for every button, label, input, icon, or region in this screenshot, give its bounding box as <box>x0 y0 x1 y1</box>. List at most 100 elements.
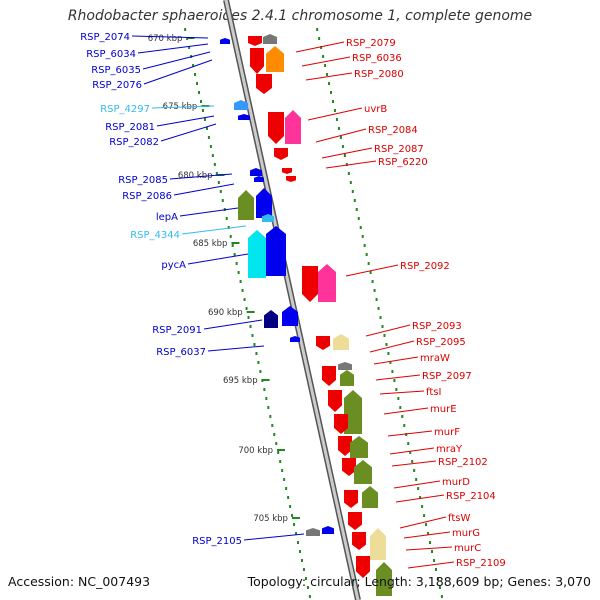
gene-block <box>282 168 292 174</box>
gene-block <box>328 390 342 412</box>
left-gene-label: RSP_6035 <box>91 65 141 76</box>
left-track-dot <box>233 253 236 256</box>
left-track-dot <box>277 451 280 454</box>
left-track-dot <box>271 424 274 427</box>
right-gene-label: murD <box>442 477 470 488</box>
gene-block <box>262 214 274 222</box>
tick-label: 695 kbp <box>223 376 258 386</box>
right-track-dot <box>409 451 412 454</box>
leader-line <box>315 128 367 143</box>
gene-block <box>338 362 352 370</box>
gene-block <box>248 36 262 46</box>
right-track-dot <box>377 307 380 310</box>
gene-block <box>344 490 358 508</box>
right-gene-label: RSP_2102 <box>438 457 488 468</box>
leader-line <box>295 41 345 53</box>
gene-block <box>248 230 266 278</box>
left-track-dot <box>275 442 278 445</box>
right-track-dot <box>417 487 420 490</box>
gene-block <box>234 100 248 110</box>
leader-line <box>181 225 247 235</box>
left-track-dot <box>209 145 212 148</box>
gene-block <box>256 188 272 218</box>
right-track-dot <box>391 370 394 373</box>
left-track-dot <box>293 523 296 526</box>
leader-line <box>369 340 415 353</box>
right-gene-label: RSP_2109 <box>456 558 506 569</box>
leader-line <box>160 123 217 142</box>
right-track-dot <box>328 82 331 85</box>
right-gene-label: RSP_2097 <box>422 371 472 382</box>
left-gene-label: RSP_2076 <box>92 80 142 91</box>
right-track-dot <box>389 361 392 364</box>
left-track-dot <box>300 559 303 562</box>
gene-block <box>318 264 336 302</box>
right-track-dot <box>387 352 390 355</box>
right-track-dot <box>371 280 374 283</box>
left-gene-label: lepA <box>156 212 178 223</box>
right-track-dot <box>353 199 356 202</box>
left-track-dot <box>239 280 242 283</box>
right-gene-label: murE <box>430 404 457 415</box>
leader-line <box>169 173 233 180</box>
left-track-dot <box>289 505 292 508</box>
left-track-dot <box>306 586 309 589</box>
left-track-dot <box>205 127 208 130</box>
right-track-dot <box>326 73 329 76</box>
left-track-dot <box>231 244 234 247</box>
left-track-dot <box>247 316 250 319</box>
left-gene-label: RSP_2085 <box>118 175 168 186</box>
left-track-dot <box>203 118 206 121</box>
right-track-dot <box>332 100 334 103</box>
left-track-dot <box>302 568 305 571</box>
right-track-dot <box>379 316 382 319</box>
right-gene-label: RSP_2092 <box>400 261 450 272</box>
left-gene-label: pycA <box>161 260 186 271</box>
right-track-dot <box>419 496 422 499</box>
left-track-dot <box>217 181 220 184</box>
left-track-dot <box>287 496 290 499</box>
right-gene-label: RSP_2095 <box>416 337 466 348</box>
right-gene-label: RSP_2104 <box>446 491 496 502</box>
right-track-dot <box>322 55 325 58</box>
leader-line <box>156 115 215 127</box>
left-track-dot <box>229 235 232 238</box>
left-gene-label: RSP_2082 <box>109 137 159 148</box>
left-track-dot <box>253 343 256 346</box>
gene-block <box>348 512 362 530</box>
gene-block <box>350 436 368 458</box>
right-track-dot <box>381 325 384 328</box>
leader-line <box>325 160 377 169</box>
gene-block <box>342 458 356 476</box>
leader-line <box>207 345 265 352</box>
right-track-dot <box>369 271 372 274</box>
right-track-dot <box>316 28 319 31</box>
right-track-dot <box>333 109 336 112</box>
right-track-dot <box>361 235 364 238</box>
right-track-dot <box>335 118 338 121</box>
left-track-dot <box>221 199 224 202</box>
leader-line <box>151 105 215 109</box>
leader-line <box>203 319 263 330</box>
right-track-dot <box>367 262 370 265</box>
left-track-dot <box>279 460 282 463</box>
gene-block <box>316 336 330 350</box>
tick-label: 670 kbp <box>148 34 183 44</box>
gene-labels: RSP_2074 RSP_6034 RSP_6035 RSP_2076 RSP_4297… <box>80 32 506 569</box>
right-track-dot <box>337 127 340 130</box>
leader-line <box>137 43 209 54</box>
left-track-dot <box>207 136 210 139</box>
right-track-dot <box>440 595 443 598</box>
right-gene-label: RSP_2079 <box>346 38 396 49</box>
left-track-dot <box>235 262 238 265</box>
left-track-dot <box>304 577 307 580</box>
left-track-dot <box>196 82 199 85</box>
left-track-dot <box>299 550 301 553</box>
gene-block <box>302 266 318 302</box>
left-gene-label: RSP_2074 <box>80 32 130 43</box>
gene-block <box>268 112 284 144</box>
right-track-dot <box>359 226 362 229</box>
gene-block <box>333 334 349 350</box>
left-track-dot <box>200 100 202 103</box>
leader-line <box>243 533 305 541</box>
